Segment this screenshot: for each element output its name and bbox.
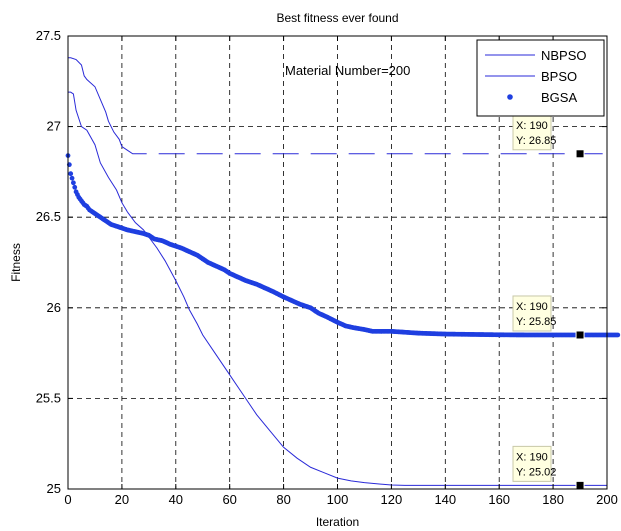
- bgsa-point: [615, 332, 621, 338]
- datatip-box: [512, 295, 552, 332]
- legend: NBPSO BPSO BGSA: [476, 39, 605, 117]
- legend-swatch-bgsa: [507, 94, 513, 100]
- ticks-layer: 0 20 40 60 80 100 120 140 160 180 200 25 25.5 26 26.5 2…: [36, 28, 618, 507]
- material-number-annotation: Material Number=200: [285, 63, 410, 78]
- datatip-box: [512, 114, 552, 151]
- y-tick-label: 27.5: [36, 28, 61, 43]
- y-tick-label: 25: [47, 481, 61, 496]
- y-tick-label: 25.5: [36, 390, 61, 405]
- x-tick-label: 200: [596, 492, 618, 507]
- x-axis-title: Iteration: [316, 515, 359, 529]
- x-tick-label: 0: [64, 492, 71, 507]
- legend-label-bgsa: BGSA: [541, 90, 577, 105]
- chart-title: Best fitness ever found: [276, 11, 398, 25]
- x-tick-label: 20: [115, 492, 129, 507]
- datatip-marker: [575, 480, 585, 490]
- datatip-y-label: Y: 25.02: [516, 466, 556, 478]
- series-line-bpso: [68, 91, 607, 486]
- y-axis-title: Fitness: [9, 243, 23, 282]
- x-tick-label: 120: [381, 492, 403, 507]
- x-tick-label: 140: [434, 492, 456, 507]
- x-tick-label: 80: [276, 492, 290, 507]
- bgsa-point: [70, 180, 76, 186]
- datatips-layer: X: 190 Y: 26.85 X: 190 Y: 25.85 X: 190 Y: 25.…: [512, 114, 585, 490]
- datatip-y-label: Y: 25.85: [516, 316, 556, 328]
- x-tick-label: 160: [488, 492, 510, 507]
- y-tick-label: 26.5: [36, 209, 61, 224]
- datatip-x-label: X: 190: [516, 301, 548, 313]
- datatip-marker: [575, 330, 585, 340]
- series-line-nbpso: [68, 57, 607, 155]
- datatip-box: [512, 445, 552, 482]
- bgsa-point: [72, 184, 78, 190]
- x-tick-label: 180: [542, 492, 564, 507]
- bgsa-point: [68, 171, 74, 177]
- datatip-x-label: X: 190: [516, 120, 548, 132]
- x-tick-label: 40: [169, 492, 183, 507]
- datatip-marker: [575, 149, 585, 159]
- legend-label-bpso: BPSO: [541, 69, 577, 84]
- x-tick-label: 100: [327, 492, 349, 507]
- x-tick-label: 60: [222, 492, 236, 507]
- legend-label-nbpso: NBPSO: [541, 48, 587, 63]
- y-tick-label: 26: [47, 300, 61, 315]
- datatip-y-label: Y: 26.85: [516, 135, 556, 147]
- series-layer: [65, 57, 621, 486]
- legend-box: [476, 39, 605, 117]
- bgsa-point: [69, 175, 75, 181]
- y-tick-label: 27: [47, 119, 61, 134]
- datatip-x-label: X: 190: [516, 451, 548, 463]
